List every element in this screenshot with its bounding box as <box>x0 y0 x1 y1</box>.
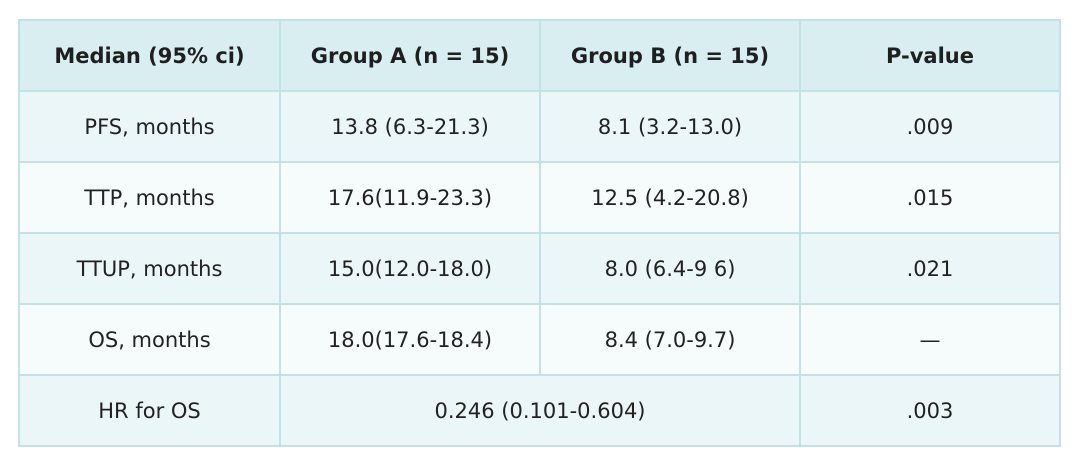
table-row-hr-os: HR for OS 0.246 (0.101-0.604) .003 <box>18 374 1061 447</box>
header-group-a: Group A (n = 15) <box>279 19 541 92</box>
combined-value: 0.246 (0.101-0.604) <box>279 374 801 447</box>
p-value-cell: .021 <box>799 232 1061 305</box>
row-label: TTP, months <box>18 161 281 234</box>
p-value-cell: .015 <box>799 161 1061 234</box>
table-row-os: OS, months 18.0(17.6-18.4) 8.4 (7.0-9.7)… <box>18 303 1061 376</box>
header-median-ci: Median (95% ci) <box>18 19 281 92</box>
table-row-ttp: TTP, months 17.6(11.9-23.3) 12.5 (4.2-20… <box>18 161 1061 234</box>
table-row-ttup: TTUP, months 15.0(12.0-18.0) 8.0 (6.4-9 … <box>18 232 1061 305</box>
group-b-value: 12.5 (4.2-20.8) <box>539 161 801 234</box>
row-label: OS, months <box>18 303 281 376</box>
row-label: HR for OS <box>18 374 281 447</box>
header-p-value: P-value <box>799 19 1061 92</box>
table-row-pfs: PFS, months 13.8 (6.3-21.3) 8.1 (3.2-13.… <box>18 90 1061 163</box>
table-header-row: Median (95% ci) Group A (n = 15) Group B… <box>18 19 1061 92</box>
results-table: Median (95% ci) Group A (n = 15) Group B… <box>18 19 1061 447</box>
group-a-value: 18.0(17.6-18.4) <box>279 303 541 376</box>
results-table-container: Median (95% ci) Group A (n = 15) Group B… <box>18 19 1061 447</box>
group-a-value: 15.0(12.0-18.0) <box>279 232 541 305</box>
group-b-value: 8.1 (3.2-13.0) <box>539 90 801 163</box>
row-label: TTUP, months <box>18 232 281 305</box>
p-value-cell: — <box>799 303 1061 376</box>
group-b-value: 8.0 (6.4-9 6) <box>539 232 801 305</box>
group-a-value: 17.6(11.9-23.3) <box>279 161 541 234</box>
group-a-value: 13.8 (6.3-21.3) <box>279 90 541 163</box>
group-b-value: 8.4 (7.0-9.7) <box>539 303 801 376</box>
row-label: PFS, months <box>18 90 281 163</box>
p-value-cell: .003 <box>799 374 1061 447</box>
header-group-b: Group B (n = 15) <box>539 19 801 92</box>
p-value-cell: .009 <box>799 90 1061 163</box>
